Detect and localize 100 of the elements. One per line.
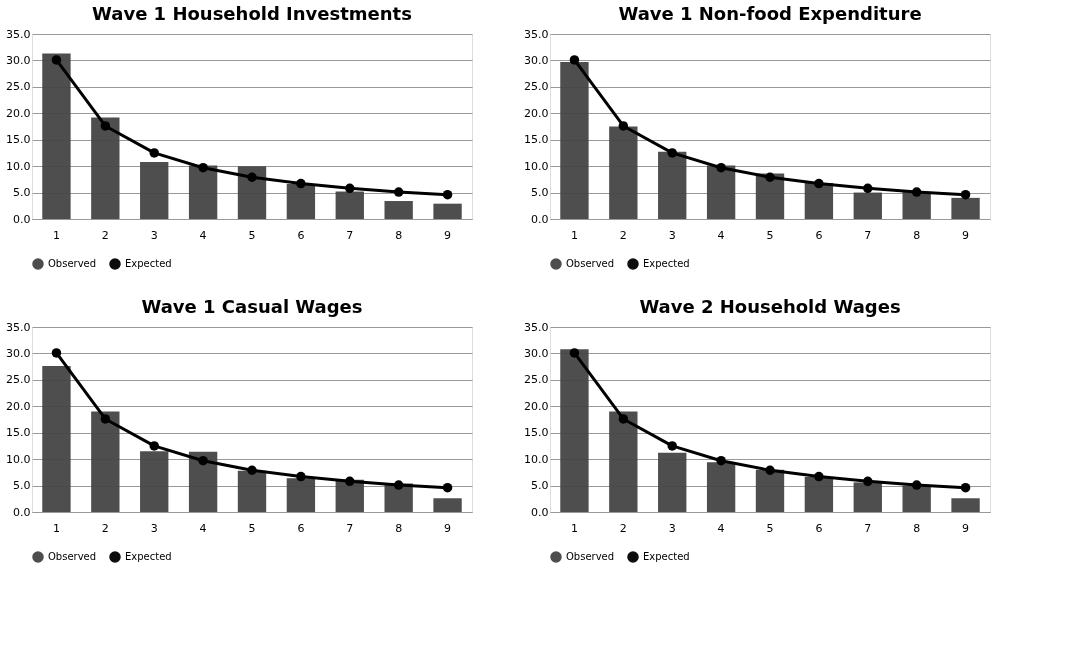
x-tick-label: 9 (444, 521, 452, 535)
chart-title: Wave 1 Casual Wages (141, 296, 363, 317)
point (863, 476, 873, 487)
point (296, 471, 306, 482)
point (393, 187, 404, 197)
x-tick-label: 2 (619, 521, 627, 535)
point (100, 414, 111, 424)
x-tick-label: 7 (864, 521, 872, 535)
x-tick-label: 3 (668, 228, 676, 242)
x-tick-label: 3 (150, 228, 158, 242)
point (345, 476, 355, 487)
bar (384, 201, 413, 219)
x-tick-label: 9 (962, 521, 970, 535)
bar (42, 53, 71, 219)
y-tick-label: 10.0 (524, 452, 549, 466)
point (442, 189, 453, 200)
point (765, 172, 775, 182)
point (863, 183, 873, 194)
y-tick-label: 5.0 (13, 186, 31, 200)
bar (286, 184, 316, 219)
x-tick-label: 1 (570, 228, 578, 242)
point (51, 55, 62, 65)
point (149, 441, 159, 451)
y-tick-label: 15.0 (524, 133, 549, 147)
bar (188, 165, 218, 219)
y-tick-label: 20.0 (6, 106, 31, 120)
x-tick-label: 4 (717, 228, 725, 242)
y-tick-label: 20.0 (6, 399, 31, 413)
legend-label: Observed (566, 551, 615, 562)
y-tick-label: 15.0 (524, 426, 549, 440)
bar (706, 462, 736, 512)
point (569, 348, 580, 358)
bar (804, 477, 834, 512)
x-tick-label: 4 (199, 521, 207, 535)
x-tick-label: 5 (248, 521, 256, 535)
bar (433, 203, 462, 219)
point (960, 189, 971, 200)
point (247, 172, 257, 182)
point (393, 480, 404, 490)
y-tick-label: 30.0 (524, 346, 549, 360)
point (247, 465, 257, 475)
legend-label: Observed (566, 258, 615, 269)
bar (286, 478, 316, 512)
bar (335, 191, 364, 219)
point (814, 471, 824, 482)
x-tick-label: 2 (101, 521, 109, 535)
point (198, 455, 208, 466)
bar (91, 117, 120, 219)
y-tick-label: 30.0 (6, 346, 31, 360)
bar (658, 151, 687, 219)
point (442, 482, 453, 493)
point (569, 55, 580, 65)
x-tick-label: 2 (619, 228, 627, 242)
y-tick-label: 25.0 (6, 373, 31, 387)
point (296, 178, 306, 189)
bar (140, 161, 169, 219)
point (716, 162, 726, 173)
bar (188, 451, 218, 512)
y-tick-label: 20.0 (524, 106, 549, 120)
bar (560, 62, 589, 219)
point (960, 482, 971, 493)
x-tick-label: 8 (395, 521, 403, 535)
x-tick-label: 2 (101, 228, 109, 242)
bar (706, 165, 736, 219)
bar (609, 126, 638, 219)
point (51, 348, 62, 358)
x-tick-label: 9 (444, 228, 452, 242)
bar (433, 498, 462, 512)
bar (951, 197, 980, 219)
point (100, 121, 111, 131)
x-tick-label: 4 (199, 228, 207, 242)
legend-label: Expected (643, 551, 690, 562)
y-tick-label: 30.0 (524, 53, 549, 67)
x-tick-label: 1 (570, 521, 578, 535)
chart-title: Wave 1 Household Investments (92, 3, 412, 24)
point (149, 148, 159, 158)
x-tick-label: 4 (717, 521, 725, 535)
legend-label: Observed (48, 551, 97, 562)
x-tick-label: 7 (346, 521, 354, 535)
x-tick-label: 7 (864, 228, 872, 242)
x-tick-label: 5 (766, 521, 774, 535)
bar (237, 470, 267, 512)
y-tick-label: 10.0 (6, 159, 31, 173)
x-tick-label: 6 (297, 521, 305, 535)
x-tick-label: 1 (52, 228, 60, 242)
bar (237, 166, 267, 219)
x-tick-label: 8 (913, 228, 921, 242)
bar (853, 482, 882, 512)
y-tick-label: 35.0 (6, 27, 31, 41)
bar (658, 452, 687, 512)
y-tick-label: 35.0 (6, 320, 31, 334)
point (667, 441, 677, 451)
point (765, 465, 775, 475)
y-tick-label: 15.0 (6, 426, 31, 440)
legend-label: Observed (48, 258, 97, 269)
point (667, 148, 677, 158)
y-tick-label: 30.0 (6, 53, 31, 67)
x-tick-label: 3 (150, 521, 158, 535)
y-tick-label: 0.0 (13, 212, 31, 226)
point (814, 178, 824, 189)
